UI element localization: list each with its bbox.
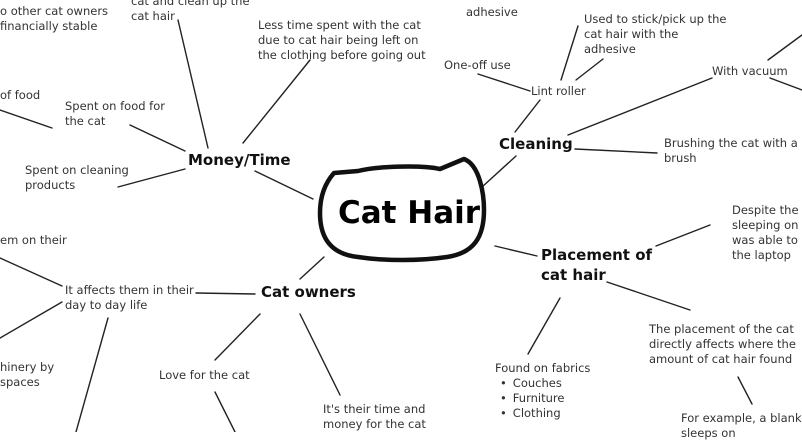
branch-cleaning: Cleaning [499,135,573,153]
branch-line: Placement of [541,246,653,264]
leaf-line: hinery by [0,360,55,374]
connector [214,391,236,432]
leaf-line: products [25,178,76,192]
connector [655,224,711,247]
leaf-line: sleeps on [681,426,736,440]
leaf-line: was able to g [732,233,802,247]
leaf-line: Spent on cleaning [25,163,129,177]
connector [75,317,109,432]
leaf-adhesive-fragment: adhesive [466,5,518,19]
leaf-line: financially stable [0,19,98,33]
connector [481,155,517,188]
connector [560,25,579,81]
leaf-line: the cat [65,114,106,128]
leaf-line: directly affects where the [649,337,796,351]
leaf-line: It's their time and [323,402,426,416]
leaf-less-time: Less time spent with the cat due to cat … [258,18,426,63]
branch-placement-of-cat-hair: Placement of cat hair [541,245,652,285]
leaf-line: money for the cat [323,417,426,431]
list-item: Couches [500,376,590,391]
leaf-line: Spent on food for [65,99,165,113]
leaf-found-on-fabrics: Found on fabrics Couches Furniture Cloth… [495,361,590,421]
connector [606,281,691,311]
leaf-line: Brushing the cat with a [664,136,798,150]
leaf-machinery-fragment: hinery by spaces [0,360,54,390]
leaf-left-fragment: nes o other cat owners financially stabl… [0,0,108,34]
leaf-line: Used to stick/pick up the [584,12,727,26]
leaf-line: Despite the c [732,203,802,217]
leaf-example-fragment: For example, a blanke sleeps on [681,411,802,441]
leaf-line: cat hair [131,9,175,23]
cat-head-icon [317,156,487,263]
connector [299,256,325,280]
leaf-cleanup-fragment: cat and clean up the cat hair [131,0,250,24]
leaf-line: o other cat owners [0,4,109,18]
leaf-love-for-cat: Love for the cat [159,368,250,382]
leaf-with-vacuum: With vacuum [712,64,788,78]
connector [195,292,256,295]
leaf-line: amount of cat hair found [649,352,793,366]
connector [527,297,561,355]
leaf-line: day to day life [65,298,148,312]
leaf-left-fragment-owners: em on their [0,233,67,247]
connector [254,170,314,200]
leaf-food-fragment: of food [0,88,41,102]
leaf-line: The placement of the cat [649,322,794,336]
fabrics-list: Couches Furniture Clothing [500,376,590,421]
leaf-line: spaces [0,375,40,389]
connector [0,109,53,129]
connector [567,77,713,136]
connector [737,376,753,405]
leaf-line: cat hair with the [584,27,679,41]
connector [242,59,311,144]
connector [0,301,63,339]
connector-lines [0,19,802,432]
leaf-lint-roller: Lint roller [531,84,586,98]
leaf-line: the laptop [732,248,791,262]
leaf-time-and-money: It's their time and money for the cat [323,402,426,432]
list-item: Clothing [500,406,590,421]
leaf-line: brush [664,151,697,165]
leaf-spent-on-food: Spent on food for the cat [65,99,165,129]
leaf-brushing: Brushing the cat with a brush [664,136,798,166]
connector [574,148,658,154]
branch-money-time: Money/Time [188,151,291,169]
leaf-line: nes [0,0,108,4]
leaf-line: the clothing before going out [258,48,426,62]
leaf-despite-fragment: Despite the c sleeping on t was able to … [732,203,802,263]
leaf-line: cat and clean up the [131,0,250,8]
connector [514,99,541,133]
connector [494,245,538,257]
leaf-line: It affects them in their [65,283,194,297]
connector [769,77,802,91]
leaf-day-to-day: It affects them in their day to day life [65,283,194,313]
leaf-stick-pick: Used to stick/pick up the cat hair with … [584,12,726,57]
list-item: Furniture [500,391,590,406]
branch-cat-owners: Cat owners [261,283,356,301]
leaf-line: Less time spent with the cat [258,18,421,32]
fabrics-title: Found on fabrics [495,361,591,375]
leaf-line: sleeping on t [732,218,802,232]
leaf-one-off-use: One-off use [444,58,511,72]
connector [117,168,186,188]
branch-line: cat hair [541,266,606,284]
connector [575,58,604,81]
leaf-directly-affects: The placement of the cat directly affect… [649,322,796,367]
connector [767,34,802,61]
connector [477,73,531,92]
leaf-line: For example, a blanke [681,411,802,425]
center-topic: Cat Hair [337,195,481,231]
connector [299,313,341,396]
leaf-line: adhesive [584,42,636,56]
leaf-spent-on-cleaning-products: Spent on cleaning products [25,163,129,193]
connector [0,257,63,287]
connector [214,313,261,361]
connector [129,124,186,152]
connector [177,19,209,149]
leaf-line: due to cat hair being left on [258,33,419,47]
